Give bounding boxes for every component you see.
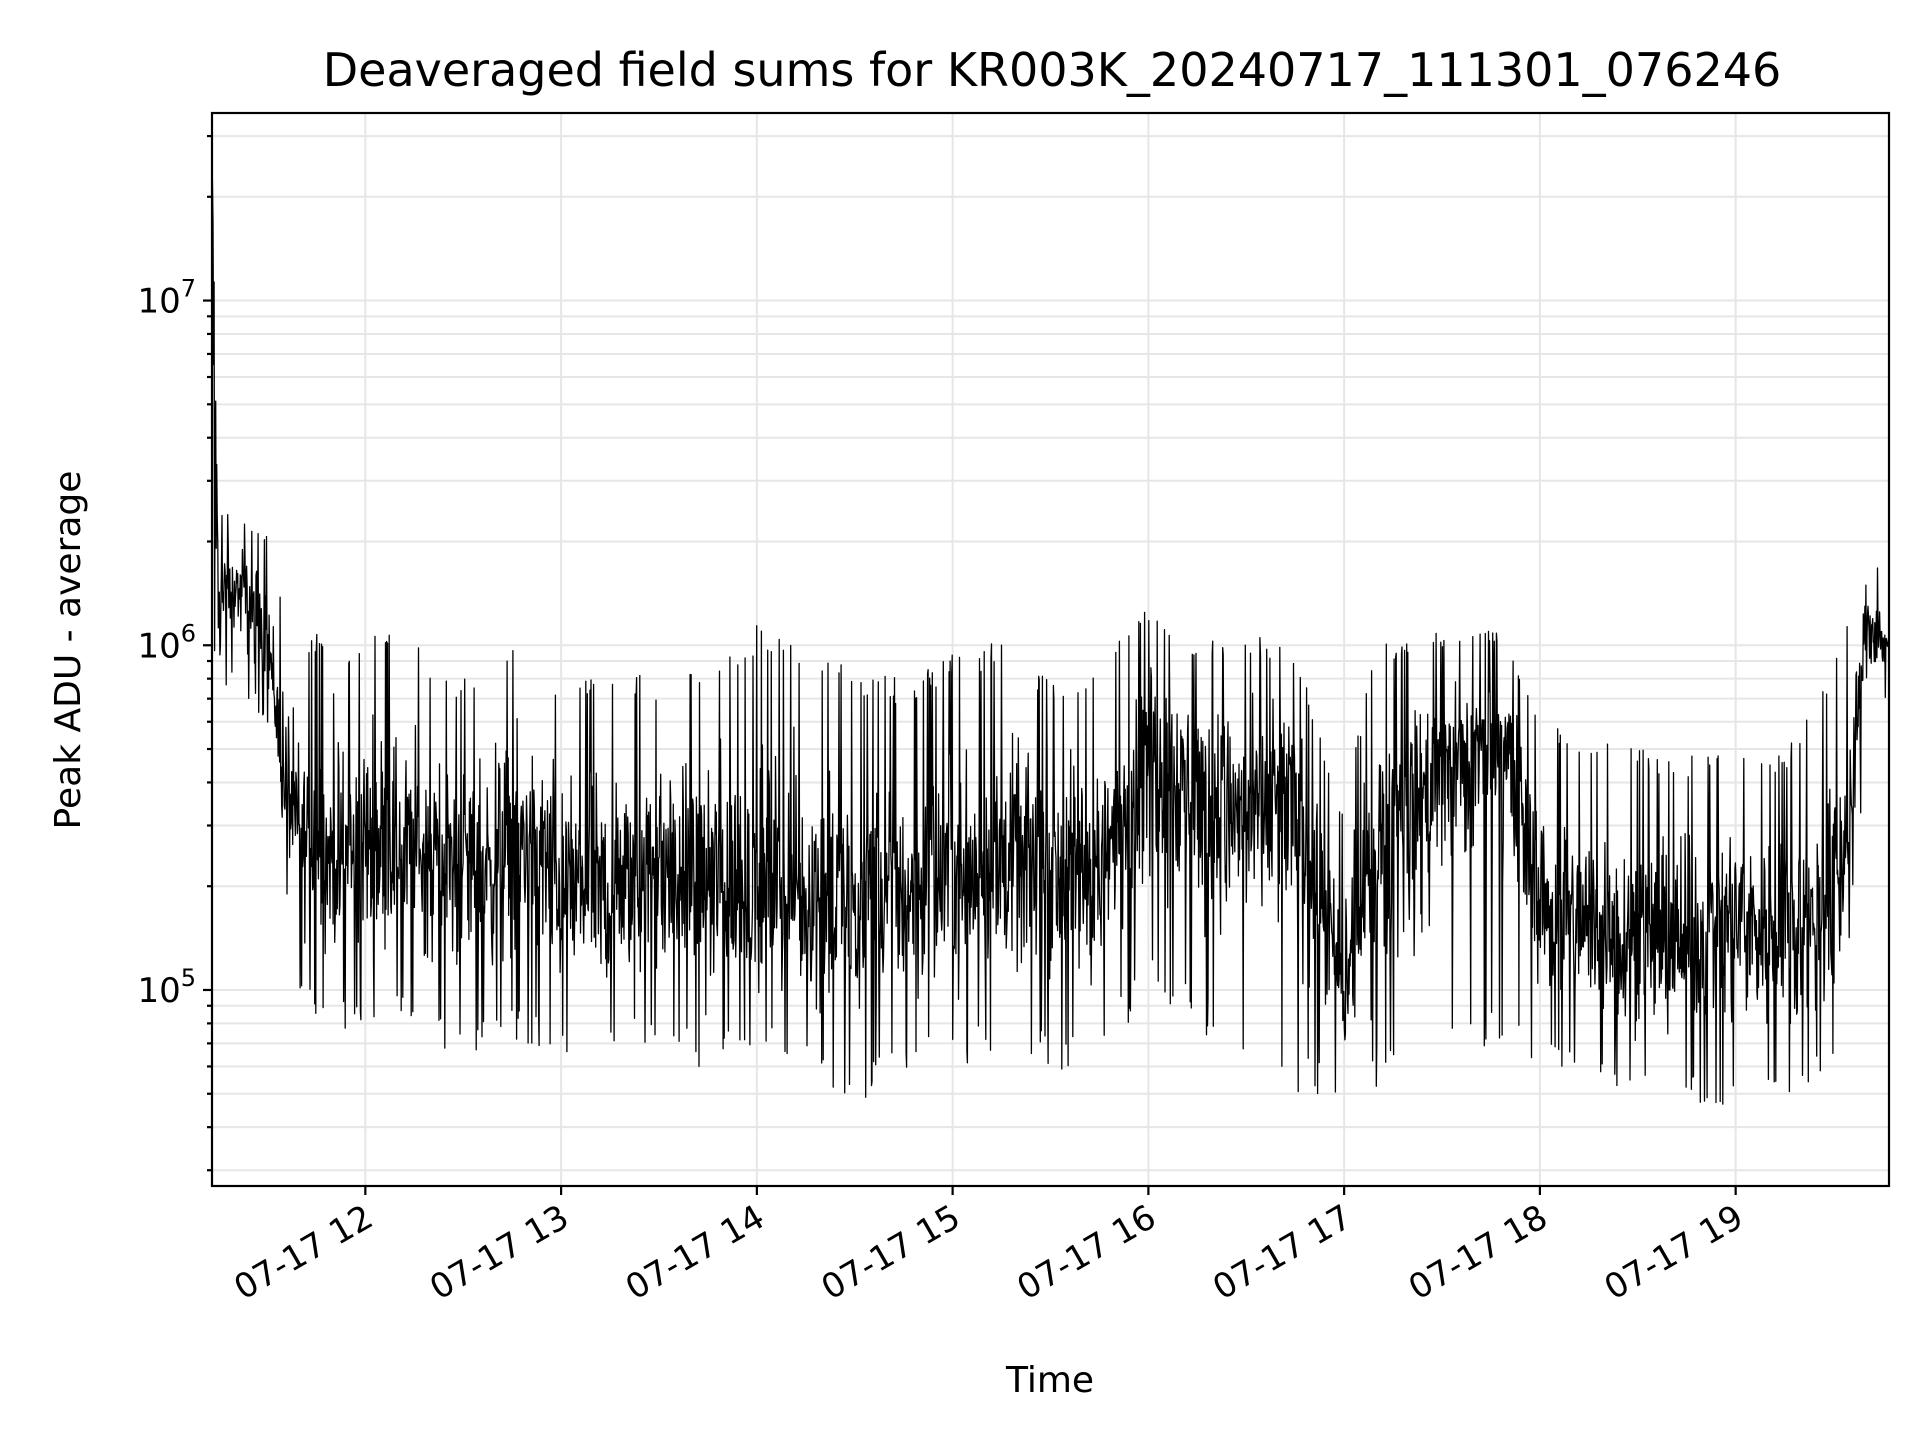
y-axis: 105 106 107 (137, 134, 212, 1172)
y-tick-label: 106 (137, 619, 196, 666)
y-axis-label: Peak ADU - average (48, 471, 89, 830)
x-axis: 07-17 12 07-17 13 07-17 14 07-17 15 07-17 16… (227, 1186, 1750, 1308)
x-tick-label: 07-17 12 (227, 1197, 379, 1308)
x-tick-label: 07-17 18 (1402, 1197, 1554, 1308)
x-tick-label: 07-17 19 (1598, 1197, 1750, 1308)
series-line (211, 151, 1890, 1105)
plot-frame (210, 111, 1891, 1188)
chart-title: Deaveraged field sums for KR003K_2024071… (323, 43, 1782, 97)
grid (212, 113, 1889, 1186)
x-tick-label: 07-17 16 (1010, 1197, 1162, 1308)
series-area (211, 151, 1890, 1105)
y-tick-label: 105 (137, 964, 196, 1011)
x-axis-label: Time (1005, 1360, 1094, 1401)
x-tick-label: 07-17 13 (423, 1197, 575, 1308)
x-tick-label: 07-17 14 (619, 1197, 771, 1308)
x-tick-label: 07-17 17 (1206, 1197, 1358, 1308)
y-tick-label: 107 (137, 275, 196, 322)
x-tick-label: 07-17 15 (815, 1197, 967, 1308)
